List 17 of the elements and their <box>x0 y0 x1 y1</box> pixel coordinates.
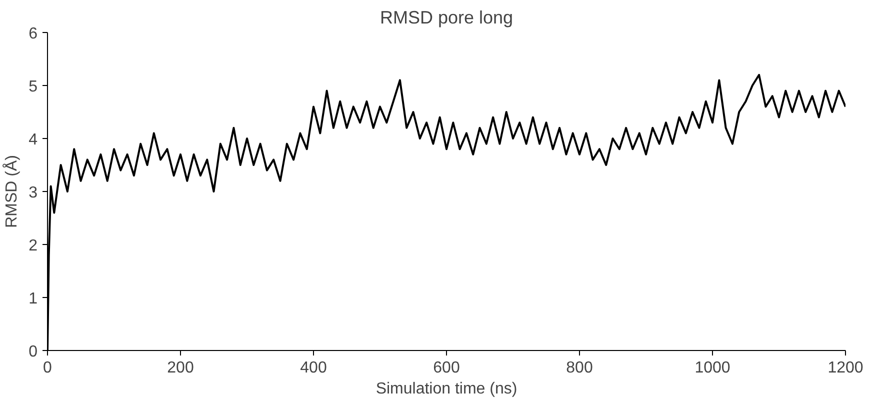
y-axis-title: RMSD (Å) <box>2 155 21 228</box>
x-tick-label: 0 <box>43 360 52 376</box>
x-tick-label: 1200 <box>828 360 864 376</box>
x-tick-label: 200 <box>167 360 194 376</box>
x-tick-label: 800 <box>566 360 593 376</box>
x-tick-label: 600 <box>433 360 460 376</box>
x-tick-label: 400 <box>300 360 327 376</box>
y-tick-label: 1 <box>28 290 38 308</box>
chart-title: RMSD pore long <box>380 8 514 28</box>
y-tick-label: 2 <box>28 238 38 254</box>
y-tick-label: 0 <box>28 344 38 360</box>
y-tick-label: 5 <box>28 78 38 96</box>
y-tick-label: 3 <box>28 184 38 202</box>
x-tick-label: 1000 <box>694 360 730 376</box>
y-tick-label: 6 <box>28 26 38 42</box>
x-axis-title: Simulation time (ns) <box>376 380 518 398</box>
y-tick-label: 4 <box>28 132 38 148</box>
